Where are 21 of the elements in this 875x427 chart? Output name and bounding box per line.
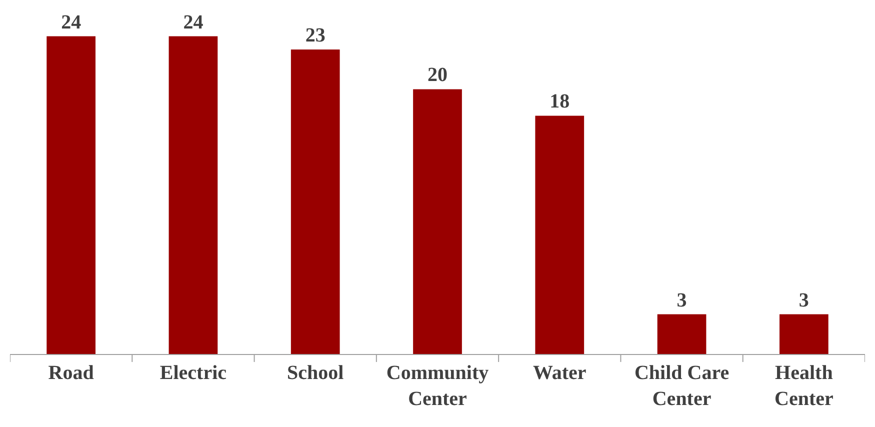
- bar: [780, 314, 828, 354]
- x-tick-label: Electric: [160, 362, 227, 384]
- data-label: 23: [305, 24, 326, 47]
- x-tick-label: School: [287, 362, 344, 384]
- x-tick-label: Road: [48, 362, 94, 384]
- bar: [413, 89, 462, 354]
- data-label: 3: [676, 289, 687, 312]
- bar: [46, 36, 96, 354]
- x-tick-label: Water: [532, 362, 586, 384]
- bar: [657, 314, 706, 354]
- data-label: 18: [550, 90, 570, 113]
- x-tick-label: Health Center: [774, 362, 834, 410]
- x-tick-label: Child Care Center: [634, 362, 730, 410]
- bar: [535, 116, 584, 354]
- data-label: 20: [428, 64, 448, 86]
- bar: [290, 50, 340, 354]
- data-label: 3: [798, 289, 809, 312]
- x-tick-label: Community Center: [386, 362, 489, 410]
- data-label: 24: [61, 11, 82, 34]
- bar: [168, 36, 218, 354]
- data-label: 24: [183, 11, 204, 34]
